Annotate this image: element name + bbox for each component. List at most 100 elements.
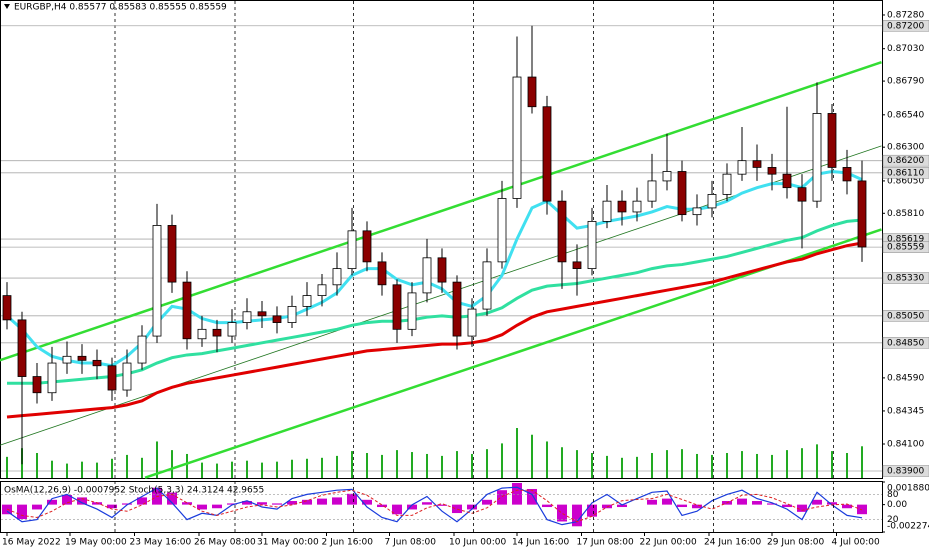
osma-bar [272, 503, 282, 505]
osma-bar [827, 502, 837, 505]
level-label: 0.83900 [887, 466, 924, 476]
x-tick-label: 14 Jun 16:00 [512, 538, 569, 548]
candle-body [587, 220, 597, 270]
stoch-tick-label: 80 [887, 490, 899, 500]
level-label: 0.87200 [887, 21, 924, 31]
level-label: 0.85559 [887, 243, 924, 253]
osma-bar [452, 504, 462, 514]
y-tick-label: 0.86050 [887, 176, 924, 186]
osma-bar [557, 504, 567, 522]
osma-bar [317, 498, 327, 505]
level-label-box [882, 337, 929, 349]
candle-body [737, 160, 747, 175]
candle-body [47, 362, 57, 394]
candle-body [137, 335, 147, 364]
candle-body [857, 180, 867, 248]
candle-body [797, 187, 807, 202]
osma-bar [527, 488, 537, 505]
candle-body [122, 362, 132, 391]
candle-body [527, 76, 537, 108]
osma-bar [47, 499, 57, 505]
osma-bar [692, 504, 702, 509]
candle-body [542, 106, 552, 202]
osma-bar [362, 499, 372, 505]
candle-body [347, 230, 357, 270]
osma-bar [437, 504, 447, 506]
y-tick-label: 0.84100 [887, 440, 924, 450]
candle-body [707, 194, 717, 209]
osma-bar [587, 504, 597, 517]
candle-body [332, 268, 342, 286]
level-label: 0.85619 [887, 235, 924, 245]
osma-bar [857, 504, 867, 515]
candle-body [287, 305, 297, 323]
candle-body [362, 230, 372, 263]
candle-body [722, 173, 732, 195]
candle-body [17, 319, 27, 377]
y-tick-label: 0.86540 [887, 110, 924, 120]
candle-body [272, 315, 282, 323]
osc-y-tick-label: -0.0022745 [887, 522, 929, 532]
candle-body [602, 200, 612, 222]
candle-body [767, 167, 777, 175]
candle-body [242, 311, 252, 323]
y-tick-label: 0.87030 [887, 44, 924, 54]
candle-body [437, 257, 447, 283]
osc-y-tick-label: 0.00 [887, 500, 907, 510]
level-label: 0.85050 [887, 311, 924, 321]
candle-body [212, 328, 222, 337]
candle-body [377, 261, 387, 286]
candle-body [812, 113, 822, 202]
stoch-main [6, 486, 863, 526]
osma-bar [812, 499, 822, 505]
level-label: 0.86110 [887, 168, 924, 178]
candle-body [257, 311, 267, 317]
osma-bar [32, 504, 42, 510]
candle-body [77, 355, 87, 361]
osma-bar [62, 495, 72, 505]
osma-bar [797, 504, 807, 512]
osma-bar [602, 504, 612, 509]
osma-bar [782, 504, 792, 508]
candle-body [842, 167, 852, 182]
osma-bar [662, 498, 672, 505]
oscillator-panel [0, 481, 883, 533]
x-tick-label: 23 May 16:00 [130, 538, 192, 548]
x-tick-label: 10 Jun 00:00 [449, 538, 506, 548]
osma-bar [257, 502, 267, 505]
candle-body [617, 200, 627, 213]
candle-body [167, 225, 177, 283]
y-tick-label: 0.85810 [887, 209, 924, 219]
menu-arrow[interactable] [4, 4, 10, 9]
osma-bar [107, 504, 117, 509]
osma-bar [617, 504, 627, 508]
candle-body [62, 355, 72, 364]
x-tick-label: 22 Jun 00:00 [640, 538, 697, 548]
osma-bar [92, 502, 102, 505]
osma-bar [212, 504, 222, 509]
osma-bar [572, 504, 582, 527]
osma-bar [332, 497, 342, 505]
candle-body [452, 281, 462, 337]
osma-bar [377, 504, 387, 508]
osma-bar [407, 504, 417, 510]
level-label-box [882, 154, 929, 167]
oscillator-header: OsMA(12,26,9) -0.0007952 Stoch(5,3,3) 24… [4, 486, 264, 496]
y-tick-label: 0.84345 [887, 406, 924, 416]
osma-bar [227, 503, 237, 505]
level-label-box [882, 20, 929, 32]
level-label: 0.84850 [887, 338, 924, 348]
candle-body [827, 113, 837, 168]
stoch-tick-label: 20 [887, 515, 899, 525]
candle-body [647, 180, 657, 202]
x-tick-label: 26 May 08:00 [194, 538, 256, 548]
x-tick-label: 2 Jun 16:00 [322, 538, 374, 548]
moving-average [7, 218, 863, 385]
candle-body [197, 328, 207, 340]
x-tick-label: 16 May 2022 [2, 538, 61, 548]
level-label-box [882, 272, 929, 284]
candle-body [557, 200, 567, 263]
osma-bar [167, 492, 177, 505]
